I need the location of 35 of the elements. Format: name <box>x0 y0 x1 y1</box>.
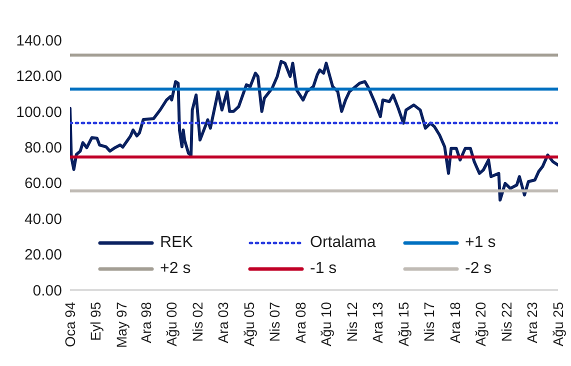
x-tick-label: Ara 23 <box>524 302 540 344</box>
x-tick-label: Ağu 15 <box>395 302 412 346</box>
legend-label: -2 s <box>465 260 492 278</box>
y-tick-label: 120.00 <box>16 68 62 86</box>
legend-label: +2 s <box>160 260 191 278</box>
y-tick-label: 60.00 <box>24 175 62 192</box>
x-tick-label: Ara 08 <box>292 302 308 344</box>
x-tick-label: Ara 18 <box>446 302 463 344</box>
x-tick-label: Ara 98 <box>138 302 154 344</box>
legend-label: +1 s <box>465 234 496 252</box>
line-series <box>70 60 558 202</box>
x-tick-label: Ağu 05 <box>240 302 257 346</box>
legend-label: REK <box>160 234 193 252</box>
x-tick-label: Ağu 00 <box>164 302 180 346</box>
x-tick-label: Nis 02 <box>189 302 206 342</box>
y-tick-label: 0.00 <box>32 282 62 300</box>
x-tick-label: Nis 17 <box>421 302 438 342</box>
x-tick-label: Ağu 10 <box>318 302 334 346</box>
x-tick-label: May 97 <box>113 302 130 348</box>
y-tick-label: 80.00 <box>24 139 62 156</box>
x-tick-label: Ara 13 <box>370 302 386 344</box>
y-tick-label: 40.00 <box>24 210 62 228</box>
y-tick-label: 20.00 <box>24 246 62 264</box>
x-tick-label: Oca 94 <box>62 302 78 348</box>
x-tick-label: Nis 07 <box>266 302 283 342</box>
x-tick-label: Ara 03 <box>215 302 232 344</box>
x-tick-label: Ağu 25 <box>550 302 566 346</box>
x-tick-label: Nis 22 <box>498 302 514 342</box>
legend-label: Ortalama <box>310 234 376 252</box>
x-tick-label: Ağu 20 <box>472 302 489 346</box>
x-tick-label: Nis 12 <box>344 302 360 342</box>
y-tick-label: 140.00 <box>16 32 62 50</box>
x-tick-label: Eyl 95 <box>88 302 104 341</box>
y-tick-label: 100.00 <box>16 104 62 121</box>
legend-label: -1 s <box>310 260 337 278</box>
